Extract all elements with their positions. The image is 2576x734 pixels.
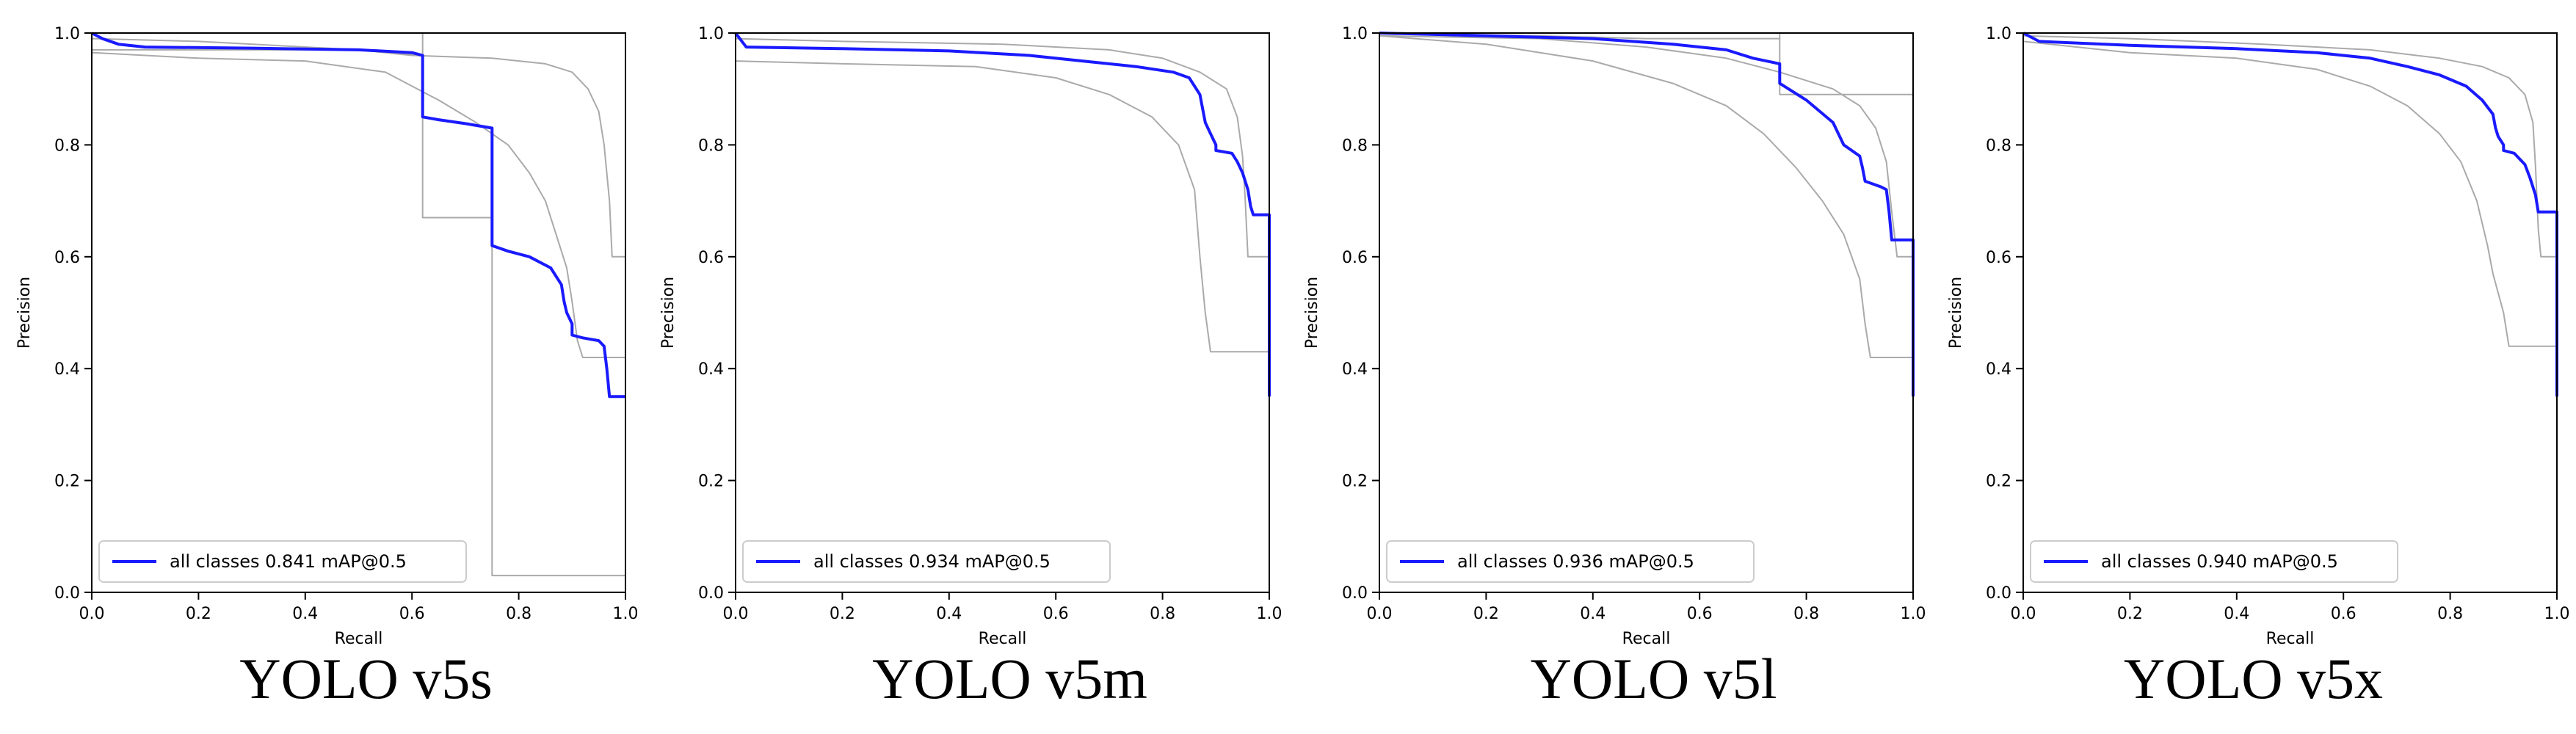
y-tick-label: 0.6 [698,249,724,267]
legend-label: all classes 0.940 mAP@0.5 [2101,551,2338,572]
y-tick-label: 0.0 [54,584,80,603]
y-tick-label: 0.2 [1342,473,1368,491]
series-line-class-1 [735,37,1269,258]
series-line-all-classes [91,32,625,399]
y-tick-label: 0.8 [1342,137,1368,155]
series-line-class-2 [735,60,1269,353]
x-axis-title: Recall [335,630,383,648]
x-tick-label: 1.0 [613,605,639,623]
x-tick-label: 0.6 [1687,605,1713,623]
legend-label: all classes 0.936 mAP@0.5 [1457,551,1694,572]
x-tick-label: 0.2 [1473,605,1499,623]
plot-frame [735,32,1270,593]
legend-box [98,540,467,583]
x-axis-title: Recall [1622,630,1671,648]
y-tick-label: 0.4 [1986,360,2011,379]
x-tick-label: 0.4 [936,605,962,623]
y-tick-label: 0.0 [1986,584,2011,603]
pr-chart-yolo-v5x: 0.0 0.2 0.4 0.6 0.8 1.0 0.0 0.2 0.4 0.6 0.8 1.0 Reca… [1947,25,2570,648]
x-tick-label: 0.4 [292,605,318,623]
y-tick-label: 1.0 [1342,25,1368,43]
pr-chart-yolo-v5m: 0.0 0.2 0.4 0.6 0.8 1.0 0.0 0.2 0.4 0.6 0.8 1.0 Reca… [659,25,1282,648]
y-tick-label: 0.2 [54,473,80,491]
x-tick-label: 0.8 [1793,605,1819,623]
y-tick-label: 1.0 [698,25,724,43]
series-line-class-3 [91,51,625,358]
legend-box [1386,540,1755,583]
x-tick-label: 0.0 [79,605,105,623]
plot-frame [91,32,626,593]
y-axis-title: Precision [15,277,34,349]
legend-box [2030,540,2398,583]
series-line-all-classes [1379,32,1915,397]
y-axis-title: Precision [1947,277,1965,349]
x-tick-label: 0.0 [2011,605,2036,623]
y-axis-title: Precision [1303,277,1321,349]
y-tick-label: 0.2 [698,473,724,491]
x-tick-label: 0.8 [1150,605,1175,623]
x-tick-label: 1.0 [2544,605,2570,623]
y-tick-label: 0.4 [1342,360,1368,379]
y-tick-label: 1.0 [54,25,80,43]
y-tick-label: 0.8 [1986,137,2011,155]
legend-label: all classes 0.841 mAP@0.5 [170,551,407,572]
series-line-class-1 [92,32,625,577]
x-tick-label: 0.4 [2224,605,2249,623]
y-tick-label: 0.4 [54,360,80,379]
series-line-class-2 [91,37,625,258]
series-line-class-2 [2022,40,2557,347]
series-line-all-classes [2022,32,2558,397]
plot-frame [1379,32,1914,593]
legend-box [742,540,1111,583]
series-line-class-2 [1379,34,1913,258]
x-tick-label: 0.2 [2117,605,2143,623]
x-tick-label: 0.8 [2437,605,2463,623]
x-tick-label: 1.0 [1257,605,1282,623]
y-tick-label: 0.6 [1342,249,1368,267]
x-axis-title: Recall [2266,630,2315,648]
series-line-all-classes [734,32,1271,397]
y-tick-label: 1.0 [1986,25,2011,43]
x-tick-label: 0.4 [1580,605,1606,623]
y-tick-label: 0.6 [54,249,80,267]
plot-frame [2022,32,2558,593]
x-axis-title: Recall [979,630,1027,648]
x-tick-label: 0.8 [506,605,531,623]
y-tick-label: 0.2 [1986,473,2011,491]
series-line-class-1 [1379,32,1914,257]
x-tick-label: 0.6 [2331,605,2357,623]
pr-chart-yolo-v5s: 0.0 0.2 0.4 0.6 0.8 1.0 0.0 0.2 0.4 0.6 0.8 1.0 Reca… [15,25,639,648]
series-line-class-1 [2022,34,2557,258]
pr-chart-yolo-v5l: 0.0 0.2 0.4 0.6 0.8 1.0 0.0 0.2 0.4 0.6 0.8 1.0 Reca… [1303,25,1926,648]
y-tick-label: 0.0 [698,584,724,603]
y-tick-label: 0.6 [1986,249,2011,267]
y-tick-label: 0.8 [54,137,80,155]
y-axis-title: Precision [659,277,678,349]
series-line-class-3 [1379,34,1913,358]
caption-yolo-v5l: YOLO v5l [1530,647,1777,711]
x-tick-label: 0.2 [186,605,211,623]
caption-yolo-v5m: YOLO v5m [872,647,1147,711]
caption-yolo-v5s: YOLO v5s [239,647,493,711]
x-tick-label: 0.0 [1367,605,1393,623]
x-tick-label: 0.0 [723,605,749,623]
caption-yolo-v5x: YOLO v5x [2123,647,2384,711]
x-tick-label: 1.0 [1901,605,1926,623]
y-tick-label: 0.0 [1342,584,1368,603]
y-tick-label: 0.4 [698,360,724,379]
x-tick-label: 0.6 [399,605,425,623]
x-tick-label: 0.2 [830,605,855,623]
x-tick-label: 0.6 [1043,605,1069,623]
legend-label: all classes 0.934 mAP@0.5 [813,551,1051,572]
y-tick-label: 0.8 [698,137,724,155]
